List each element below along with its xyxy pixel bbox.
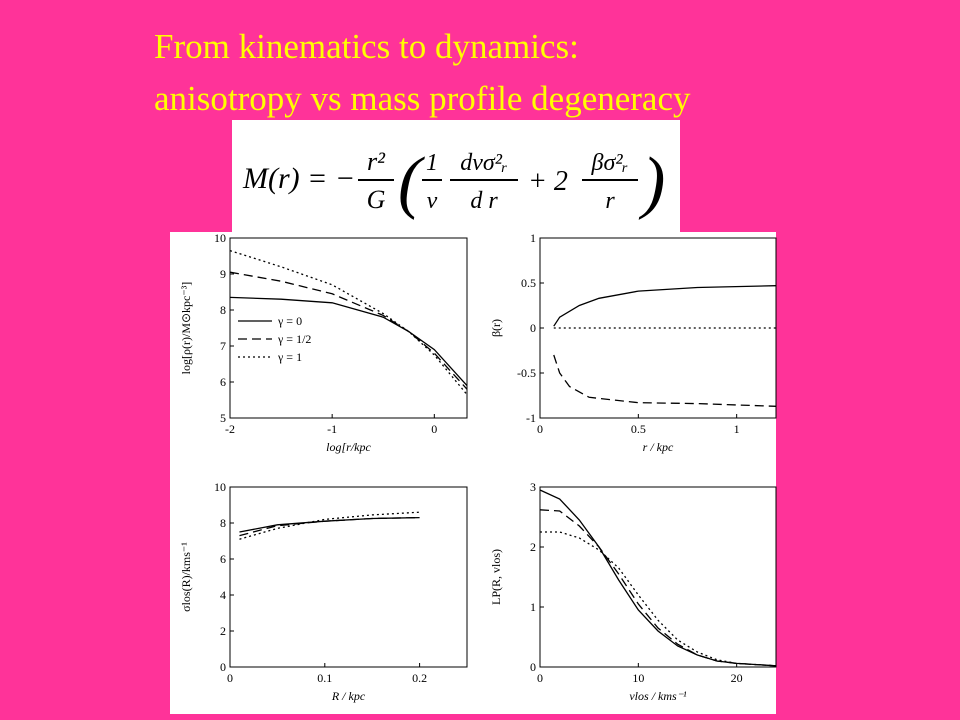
x-tick-label: 0.5 [631, 422, 646, 436]
x-tick-label: -2 [225, 422, 235, 436]
eq-den: G [367, 185, 386, 214]
x-tick-label: 0 [431, 422, 437, 436]
legend-label: γ = 0 [277, 314, 302, 328]
equation: M(r) = − r² G ( 1 ν dνσ²ᵣ d r + 2 βσ²ᵣ r… [242, 144, 665, 221]
x-axis-label: r / kpc [643, 440, 674, 454]
y-tick-label: -0.5 [517, 366, 536, 380]
y-tick-label: 0 [530, 321, 536, 335]
eq-den: ν [427, 188, 438, 214]
title-line: anisotropy vs mass profile degeneracy [154, 79, 691, 118]
eq-num: dνσ²ᵣ [460, 150, 508, 176]
eq-den: r [605, 188, 615, 214]
legend-label: γ = 1 [277, 350, 302, 364]
x-tick-label: 0 [537, 422, 543, 436]
y-tick-label: 2 [530, 540, 536, 554]
equation-box [232, 120, 680, 232]
x-tick-label: -1 [327, 422, 337, 436]
y-tick-label: 8 [220, 303, 226, 317]
y-tick-label: 6 [220, 552, 226, 566]
x-axis-label: log[r/kpc [326, 440, 371, 454]
y-tick-label: 10 [214, 231, 226, 245]
x-tick-label: 10 [632, 671, 644, 685]
y-tick-label: 1 [530, 600, 536, 614]
y-tick-label: -1 [526, 411, 536, 425]
y-tick-label: 4 [220, 588, 226, 602]
y-axis-label: log[ρ(r)/M⊙kpc⁻³] [179, 282, 193, 375]
y-axis-label: LP(R, vlos) [489, 549, 503, 605]
legend-label: γ = 1/2 [277, 332, 311, 346]
y-tick-label: 7 [220, 339, 226, 353]
y-tick-label: 2 [220, 624, 226, 638]
x-tick-label: 0.2 [412, 671, 427, 685]
x-tick-label: 20 [731, 671, 743, 685]
x-tick-label: 0 [537, 671, 543, 685]
eq-lhs: M(r) = − [242, 162, 355, 195]
series-line [539, 509, 777, 667]
series-line [540, 531, 777, 667]
series-line [553, 354, 777, 407]
series-line [239, 516, 420, 537]
y-axis-label: σlos(R)/kms⁻¹ [179, 542, 193, 612]
x-tick-label: 0.1 [317, 671, 332, 685]
series-line [229, 249, 468, 396]
eq-num: r² [367, 147, 386, 176]
eq-paren: ( [398, 144, 425, 221]
eq-den: d r [470, 188, 498, 214]
series-line [553, 285, 777, 327]
y-tick-label: 3 [530, 480, 536, 494]
title-line: From kinematics to dynamics: [154, 27, 579, 66]
y-tick-label: 9 [220, 267, 226, 281]
series-line [239, 511, 420, 540]
eq-num: βσ²ᵣ [591, 150, 629, 176]
y-tick-label: 6 [220, 375, 226, 389]
figure-panel [170, 232, 776, 714]
y-tick-label: 1 [530, 231, 536, 245]
x-tick-label: 1 [734, 422, 740, 436]
x-axis-label: vlos / kms⁻¹ [629, 689, 687, 703]
y-tick-label: 0 [220, 660, 226, 674]
series-line [229, 296, 468, 387]
y-tick-label: 8 [220, 516, 226, 530]
y-tick-label: 5 [220, 411, 226, 425]
plot-frame [229, 237, 468, 419]
y-axis-label: β(r) [489, 319, 503, 337]
plot-frame [539, 486, 777, 668]
eq-plus: + 2 [528, 166, 568, 197]
series-line [229, 271, 468, 390]
y-tick-label: 10 [214, 480, 226, 494]
eq-num: 1 [426, 150, 438, 176]
x-axis-label: R / kpc [331, 689, 366, 703]
eq-paren: ) [638, 144, 665, 221]
plot-frame [229, 486, 468, 668]
x-tick-label: 0 [227, 671, 233, 685]
y-tick-label: 0 [530, 660, 536, 674]
y-tick-label: 0.5 [521, 276, 536, 290]
